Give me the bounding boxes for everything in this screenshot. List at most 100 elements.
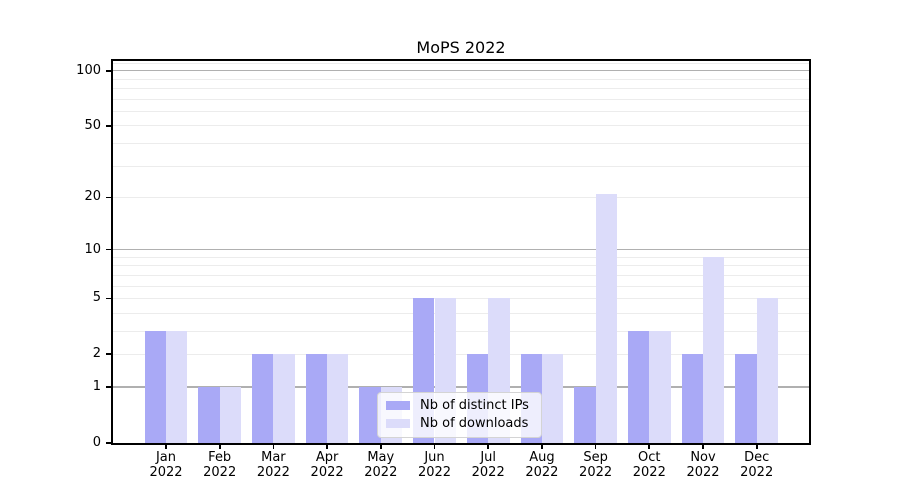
x-tick-mark (702, 443, 704, 449)
gridline-minor (113, 88, 809, 90)
x-tick-mark (594, 443, 597, 449)
gridline-minor (113, 125, 809, 127)
y-tick-label: 50 (84, 117, 101, 133)
x-tick-year: 2022 (417, 465, 452, 480)
x-tick-label: Feb 2022 (188, 450, 252, 480)
gridline-minor (113, 330, 809, 332)
bar-may-s0 (359, 387, 381, 443)
gridline-minor (113, 142, 809, 144)
x-tick-label: Jan 2022 (134, 450, 198, 480)
x-tick-mark (433, 443, 436, 449)
x-tick-year: 2022 (632, 465, 666, 480)
bar-oct-s0 (627, 331, 650, 443)
gridline-minor (113, 62, 809, 64)
legend-label-downloads: Nb of downloads (420, 416, 529, 431)
x-tick-month: Mar (261, 450, 286, 465)
chart-title: MoPS 2022 (416, 38, 506, 57)
gridline-minor (113, 297, 809, 299)
y-tick-label: 100 (76, 62, 101, 78)
x-tick-year: 2022 (364, 465, 398, 480)
gridline-minor (113, 285, 809, 287)
bar-nov-s1 (703, 257, 725, 443)
legend-swatch-distinct-ips (386, 401, 410, 410)
x-tick-mark (272, 443, 275, 449)
x-tick-mark (648, 443, 651, 449)
gridline-minor (113, 256, 809, 258)
gridline-major (113, 248, 809, 251)
y-tick-mark (106, 442, 113, 444)
x-tick-mark (165, 443, 167, 449)
x-tick-year: 2022 (203, 465, 237, 480)
x-tick-month: Oct (638, 450, 661, 465)
gridline-major (113, 386, 809, 388)
bar-apr-s0 (305, 354, 328, 443)
bar-mar-s0 (252, 354, 274, 443)
x-tick-month: Jul (480, 450, 497, 465)
gridline-minor (113, 265, 809, 267)
gridline-minor (113, 78, 809, 80)
x-tick-label: Sep 2022 (564, 450, 628, 480)
legend: Nb of distinct IPs Nb of downloads (377, 392, 542, 438)
bar-jan-s0 (144, 331, 166, 443)
x-tick-label: May 2022 (349, 450, 413, 480)
bar-mar-s1 (273, 354, 295, 443)
x-tick-label: Mar 2022 (241, 450, 305, 480)
gridline-minor (113, 353, 809, 355)
x-tick-year: 2022 (471, 465, 505, 480)
y-tick-mark (106, 248, 113, 251)
x-tick-year: 2022 (149, 465, 183, 480)
y-tick-mark (106, 69, 113, 72)
gridline-minor (113, 110, 809, 112)
y-tick-mark (106, 353, 113, 356)
x-tick-month: Apr (315, 450, 339, 465)
bar-sep-s0 (574, 387, 596, 443)
bar-oct-s1 (649, 331, 671, 443)
gridline-minor (113, 165, 809, 167)
legend-label-distinct-ips: Nb of distinct IPs (420, 398, 529, 413)
bar-nov-s0 (681, 354, 703, 443)
x-tick-year: 2022 (310, 465, 344, 480)
x-tick-label: Dec 2022 (725, 450, 789, 480)
x-tick-label: Apr 2022 (295, 450, 359, 480)
y-tick-label: 1 (92, 379, 101, 395)
x-tick-month: May (367, 450, 395, 465)
x-tick-mark (755, 443, 758, 449)
y-tick-label: 0 (92, 435, 101, 450)
gridline-minor (113, 274, 809, 276)
y-tick-mark (106, 124, 113, 127)
bar-sep-s1 (595, 193, 617, 443)
y-tick-mark (106, 196, 113, 199)
bar-feb-s0 (198, 387, 220, 443)
bar-dec-s0 (735, 354, 757, 443)
x-tick-mark (487, 443, 490, 449)
legend-item: Nb of downloads (386, 416, 529, 431)
bar-feb-s1 (219, 387, 242, 443)
x-tick-month: Feb (208, 450, 232, 465)
gridline-minor (113, 196, 809, 198)
x-tick-mark (326, 443, 328, 449)
y-tick-mark (106, 386, 113, 388)
x-tick-month: Jan (155, 450, 177, 465)
y-tick-label: 20 (84, 189, 101, 205)
gridline-minor (113, 98, 809, 100)
x-tick-year: 2022 (256, 465, 290, 480)
x-tick-label: Oct 2022 (617, 450, 681, 480)
plot-area (113, 61, 809, 443)
x-tick-mark (541, 443, 543, 449)
bar-apr-s1 (327, 354, 349, 443)
x-tick-year: 2022 (579, 465, 613, 480)
legend-item: Nb of distinct IPs (386, 398, 529, 413)
x-tick-label: Jul 2022 (456, 450, 520, 480)
x-tick-label: Aug 2022 (510, 450, 574, 480)
x-tick-month: Sep (583, 450, 608, 465)
x-tick-label: Nov 2022 (671, 450, 735, 480)
y-tick-mark (106, 297, 113, 300)
x-tick-year: 2022 (525, 465, 559, 480)
x-tick-mark (218, 443, 221, 449)
y-tick-label: 10 (84, 241, 101, 257)
x-tick-month: Aug (529, 450, 555, 465)
y-tick-label: 5 (92, 290, 101, 306)
x-tick-mark (379, 443, 382, 449)
x-tick-year: 2022 (686, 465, 720, 480)
